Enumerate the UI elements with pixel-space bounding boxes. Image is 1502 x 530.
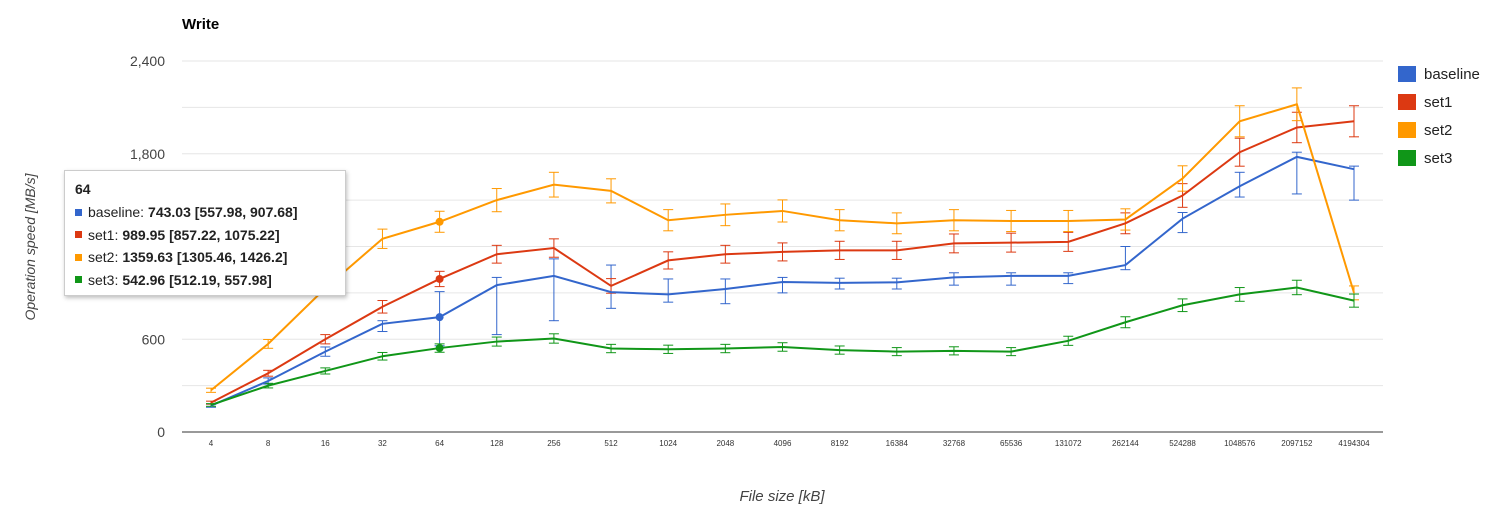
y-tick-label: 1,800 <box>130 146 165 162</box>
tooltip-row-set3: set3: 542.96 [512.19, 557.98] <box>75 269 335 292</box>
legend-item-baseline[interactable]: baseline <box>1398 60 1480 88</box>
x-axis-label: File size [kB] <box>739 488 825 505</box>
error-bars <box>206 87 1359 408</box>
tooltip-row-set1: set1: 989.95 [857.22, 1075.22] <box>75 224 335 247</box>
legend-swatch-set3 <box>1398 150 1416 166</box>
x-tick-label: 8 <box>266 439 271 448</box>
legend-swatch-set1 <box>1398 94 1416 110</box>
x-tick-label: 4 <box>209 439 214 448</box>
x-tick-label: 131072 <box>1055 439 1082 448</box>
legend-item-set3[interactable]: set3 <box>1398 144 1480 172</box>
legend-label-set2: set2 <box>1424 121 1453 139</box>
hover-points <box>435 217 444 353</box>
tooltip-dot-set3 <box>75 276 82 284</box>
x-tick-label: 4194304 <box>1338 439 1370 448</box>
chart-title: Write <box>182 16 220 33</box>
x-tick-label: 16384 <box>886 439 909 448</box>
x-tick-label: 2048 <box>716 439 734 448</box>
hover-point-baseline <box>435 313 444 322</box>
tooltip-series-name: set3 <box>88 271 115 288</box>
tooltip-dot-set2 <box>75 253 82 261</box>
legend-label-baseline: baseline <box>1424 65 1480 83</box>
series-line-set2 <box>210 103 1355 392</box>
hover-point-set2 <box>435 217 444 226</box>
series-line-baseline <box>210 155 1355 407</box>
tooltip-series-value: 1359.63 [1305.46, 1426.2] <box>122 249 288 266</box>
x-tick-label: 512 <box>604 439 618 448</box>
x-tick-label: 16 <box>321 439 330 448</box>
tooltip-series-value: 743.03 [557.98, 907.68] <box>148 204 298 221</box>
x-tick-label: 8192 <box>831 439 849 448</box>
legend-label-set3: set3 <box>1424 149 1453 167</box>
x-axis-ticks: 4 8 16 32 64 128 256 512 1024 2048 4096 8192 16384 32… <box>209 439 1370 448</box>
y-axis-ticks: 0 600 1,800 2,400 <box>130 53 165 440</box>
legend: baseline set1 set2 set3 <box>1398 60 1480 172</box>
x-tick-label: 65536 <box>1000 439 1023 448</box>
x-tick-label: 2097152 <box>1281 439 1313 448</box>
tooltip-series-name: set2 <box>88 249 115 266</box>
hover-point-set1 <box>435 274 444 283</box>
series-line-set3 <box>210 286 1355 406</box>
tooltip-dot-baseline <box>75 208 82 216</box>
x-tick-label: 262144 <box>1112 439 1139 448</box>
y-axis-label: Operation speed [MB/s] <box>22 173 38 321</box>
x-tick-label: 256 <box>547 439 561 448</box>
hover-point-set3 <box>435 344 444 353</box>
x-tick-label: 1024 <box>659 439 677 448</box>
legend-item-set1[interactable]: set1 <box>1398 88 1480 116</box>
y-tick-label: 2,400 <box>130 53 165 69</box>
x-tick-label: 64 <box>435 439 444 448</box>
series-line-set1 <box>210 120 1355 404</box>
y-tick-label: 600 <box>142 331 166 347</box>
tooltip-header: 64 <box>75 181 91 197</box>
x-tick-label: 4096 <box>774 439 792 448</box>
x-tick-label: 128 <box>490 439 504 448</box>
tooltip-series-name: baseline <box>88 204 141 221</box>
y-tick-label: 0 <box>157 424 165 440</box>
tooltip-row-set2: set2: 1359.63 [1305.46, 1426.2] <box>75 246 335 269</box>
legend-item-set2[interactable]: set2 <box>1398 116 1480 144</box>
x-tick-label: 1048576 <box>1224 439 1256 448</box>
x-tick-label: 524288 <box>1169 439 1196 448</box>
tooltip-series-name: set1 <box>88 226 115 243</box>
legend-swatch-baseline <box>1398 66 1416 82</box>
x-tick-label: 32768 <box>943 439 966 448</box>
tooltip: 64 baseline: 743.03 [557.98, 907.68] set… <box>64 170 346 296</box>
legend-label-set1: set1 <box>1424 93 1453 111</box>
series-lines <box>210 103 1355 407</box>
tooltip-row-baseline: baseline: 743.03 [557.98, 907.68] <box>75 201 335 224</box>
legend-swatch-set2 <box>1398 122 1416 138</box>
tooltip-series-value: 989.95 [857.22, 1075.22] <box>122 226 280 243</box>
tooltip-series-value: 542.96 [512.19, 557.98] <box>122 271 272 288</box>
tooltip-dot-set1 <box>75 231 82 239</box>
x-tick-label: 32 <box>378 439 387 448</box>
